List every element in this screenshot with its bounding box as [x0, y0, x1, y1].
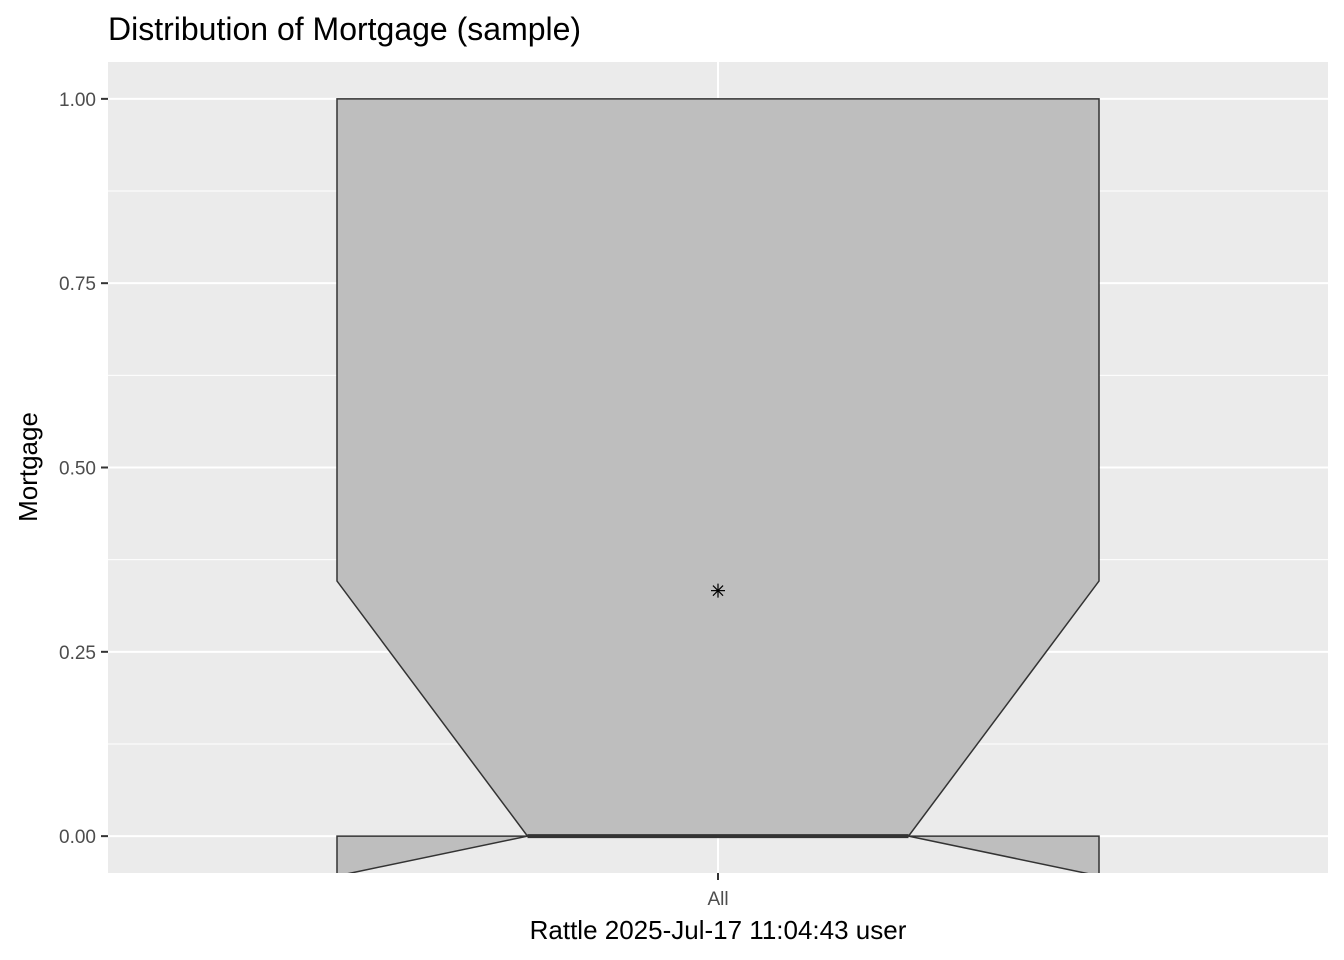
y-tick-label: 1.00 — [59, 90, 96, 111]
mean-marker — [711, 583, 725, 598]
chart-title: Distribution of Mortgage (sample) — [108, 11, 581, 47]
y-tick-label: 0.50 — [59, 459, 96, 480]
y-tick-label: 0.00 — [59, 827, 96, 848]
y-tick-label: 0.25 — [59, 643, 96, 664]
y-axis: 0.00 0.25 0.50 0.75 1.00 — [59, 90, 108, 848]
x-axis-title: Rattle 2025-Jul-17 11:04:43 user — [530, 915, 907, 945]
x-axis: All — [707, 873, 729, 910]
boxes-layer — [336, 98, 1100, 873]
box-body — [336, 98, 1100, 873]
x-tick-label: All — [707, 889, 728, 910]
y-axis-title: Mortgage — [13, 412, 43, 522]
y-tick-label: 0.75 — [59, 274, 96, 295]
